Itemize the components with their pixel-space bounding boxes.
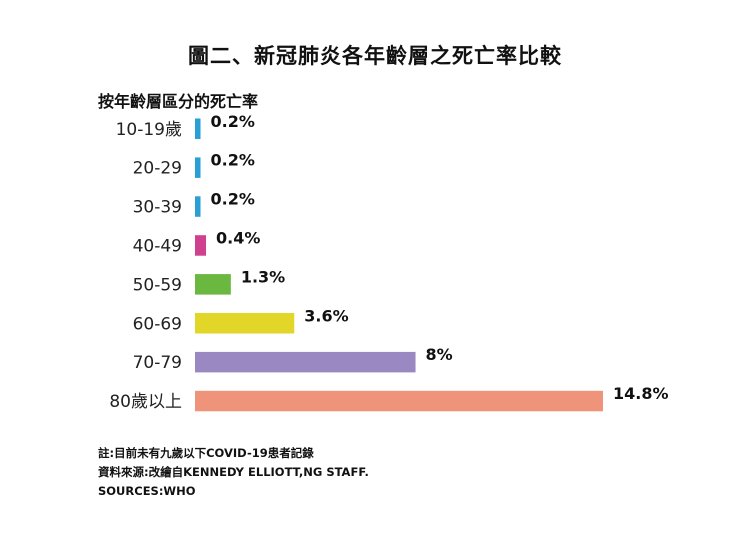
category-label: 60-69 [133, 314, 182, 334]
category-label: 40-49 [133, 236, 182, 256]
sources-line: SOURCES:WHO [98, 484, 196, 498]
value-label: 8% [426, 345, 453, 364]
category-label: 10-19歲 [116, 120, 182, 140]
category-label: 30-39 [133, 198, 182, 218]
value-label: 0.2% [211, 151, 255, 170]
bar [195, 235, 207, 256]
value-label: 0.2% [211, 112, 255, 131]
value-label: 0.2% [211, 190, 255, 209]
category-label: 50-59 [133, 275, 182, 295]
bar [195, 274, 231, 295]
category-label: 80歲以上 [109, 392, 182, 412]
category-label: 20-29 [133, 159, 182, 179]
category-label: 70-79 [133, 353, 182, 373]
bar [195, 157, 201, 178]
bar [195, 118, 201, 139]
value-label: 3.6% [304, 306, 348, 325]
note-line: 註:目前未有九歲以下COVID-19患者記錄 [98, 446, 314, 460]
chart-notes: 註:目前未有九歲以下COVID-19患者記錄 資料來源:改繪自KENNEDY E… [98, 444, 369, 501]
source-line: 資料來源:改繪自KENNEDY ELLIOTT,NG STAFF. [98, 465, 369, 479]
value-label: 14.8% [613, 384, 669, 403]
chart-title: 圖二、新冠肺炎各年齡層之死亡率比較 [188, 44, 562, 68]
bar [195, 313, 295, 334]
bar [195, 196, 201, 217]
value-label: 0.4% [216, 228, 260, 247]
chart-subtitle: 按年齡層區分的死亡率 [98, 92, 259, 111]
bar [195, 351, 416, 373]
bar [195, 390, 603, 412]
value-label: 1.3% [241, 267, 285, 286]
